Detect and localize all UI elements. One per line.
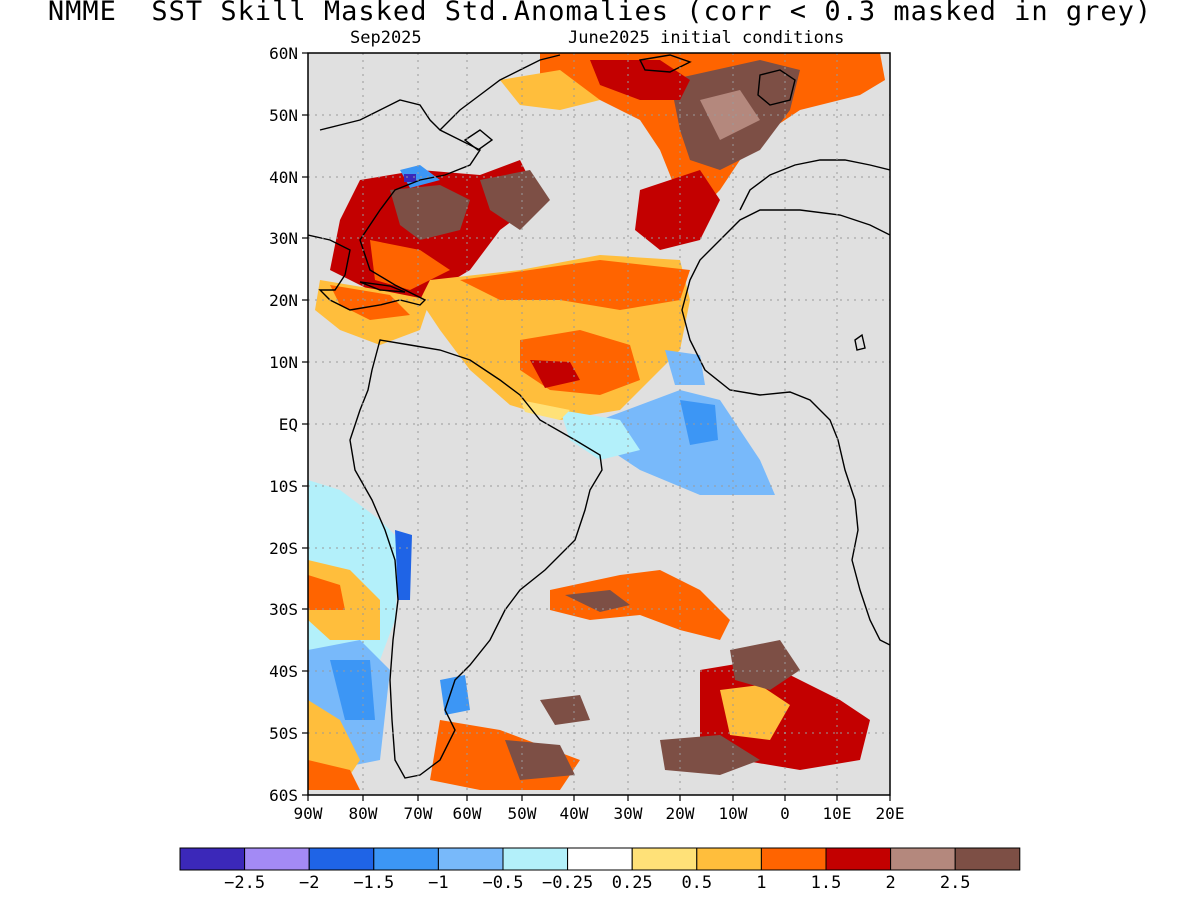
lon-label: 40W	[560, 804, 589, 823]
colorbar-swatch	[954, 847, 1021, 871]
anomaly-region-gulf-stream-orange	[370, 240, 450, 290]
lat-label: 40S	[269, 662, 298, 681]
anomaly-region-guinea-blue	[680, 400, 718, 445]
anomaly-region-pacific-orange	[308, 560, 380, 640]
lat-label: 60N	[269, 44, 298, 63]
colorbar-swatch	[825, 847, 892, 871]
anomaly-region-pacific-south-red	[308, 760, 360, 790]
colorbar-label: −1.5	[353, 873, 394, 893]
latitude-labels: 60N 50N 40N 30N 20N 10N EQ 10S 20S 30S 4…	[269, 44, 298, 805]
anomaly-region-pacific-deep-blue	[330, 660, 375, 720]
anomaly-region-pacific-red	[308, 575, 345, 610]
anomaly-region-tropical-red-core	[530, 360, 580, 388]
anomaly-region-yellow-fringe	[520, 400, 570, 420]
lon-label: 20E	[876, 804, 905, 823]
colorbar-label: −1	[428, 873, 448, 893]
lat-label: 60S	[269, 786, 298, 805]
longitude-labels: 90W 80W 70W 60W 50W 40W 30W 20W 10W 0 10…	[294, 804, 905, 823]
north-america-coastline	[308, 99, 482, 311]
colorbar-label: 2	[885, 873, 895, 893]
lon-label: 80W	[349, 804, 378, 823]
anomaly-region-southeast-brown	[730, 640, 800, 690]
anomaly-region-tropical-darker-orange	[460, 260, 690, 310]
lat-label: 10S	[269, 477, 298, 496]
colorbar-label: −2	[299, 873, 319, 893]
anomaly-region-gulf-stream-brown	[390, 185, 470, 240]
colorbar-swatch	[502, 847, 569, 871]
lon-label: 20W	[666, 804, 695, 823]
anomaly-region-guinea-light-blue	[600, 390, 775, 495]
colorbar-swatch	[179, 847, 246, 871]
lon-label: 0	[780, 804, 790, 823]
lon-label: 30W	[614, 804, 643, 823]
colorbar-label: 1	[756, 873, 766, 893]
colorbar: −2.5 −2 −1.5 −1 −0.5 −0.25 0.25 0.5 1 1.5 2 2.5	[179, 847, 1021, 893]
anomaly-region-mid-south-brown	[660, 735, 760, 775]
anomaly-region-west-africa-blue	[665, 350, 705, 385]
lat-label: 50S	[269, 724, 298, 743]
lon-label: 60W	[453, 804, 482, 823]
anomaly-region-north-atlantic-red	[590, 60, 690, 100]
colorbar-swatch	[437, 847, 504, 871]
lat-label: 20S	[269, 539, 298, 558]
colorbar-label: 0.5	[681, 873, 712, 893]
lon-label: 70W	[404, 804, 433, 823]
anomaly-region-south-brown-patch	[540, 695, 590, 725]
madagascar-outline	[854, 333, 866, 351]
colorbar-swatch	[373, 847, 439, 871]
lat-label: 10N	[269, 353, 298, 372]
colorbar-label: −0.5	[483, 873, 524, 893]
anomaly-region-cape-horn-brown	[505, 740, 575, 780]
anomaly-region-dark-blue	[404, 174, 416, 182]
colorbar-swatch	[760, 847, 827, 871]
lat-label: 50N	[269, 106, 298, 125]
colorbar-label: 1.5	[811, 873, 842, 893]
british-isles-outline	[757, 69, 796, 106]
cuba-outline	[359, 281, 406, 293]
colorbar-label: 0.25	[612, 873, 653, 893]
gridlines	[308, 53, 890, 795]
colorbar-label: −2.5	[224, 873, 265, 893]
lat-label: 20N	[269, 291, 298, 310]
tick-marks	[302, 52, 891, 801]
anomaly-region-south-atlantic-brown	[565, 590, 630, 612]
anomaly-region-southeast-orange	[720, 685, 790, 740]
colorbar-swatch	[567, 847, 633, 871]
anomaly-region-brown-patch	[480, 170, 550, 230]
lat-label: 30N	[269, 229, 298, 248]
colorbar-swatch	[890, 847, 956, 871]
coastlines	[308, 54, 890, 779]
anomaly-region-guinea-cyan	[560, 410, 640, 460]
lat-label: 40N	[269, 168, 298, 187]
forecast-month: Sep2025	[350, 28, 422, 48]
colorbar-swatch	[244, 847, 310, 871]
europe-coastline	[739, 159, 890, 211]
south-america-coastline	[349, 339, 603, 779]
map-title: NMME SST Skill Masked Std.Anomalies (cor…	[47, 0, 1153, 27]
initial-conditions-label: June2025 initial conditions	[568, 28, 845, 48]
anomaly-region-iberia-red	[635, 170, 720, 250]
newfoundland-outline	[463, 129, 494, 151]
colorbar-label: −0.25	[542, 873, 593, 893]
anomaly-region-north-atlantic-yellow	[500, 70, 600, 110]
lat-label: EQ	[279, 415, 298, 434]
colorbar-swatch	[308, 847, 375, 871]
labrador-coastline	[439, 54, 561, 131]
anomaly-region-caribbean-red	[330, 285, 410, 320]
colorbar-swatch	[696, 847, 762, 871]
colorbar-label: 2.5	[940, 873, 971, 893]
lat-label: 30S	[269, 600, 298, 619]
africa-coastline	[681, 209, 890, 646]
anomaly-region-south-atlantic-band	[550, 570, 730, 640]
lon-label: 90W	[294, 804, 323, 823]
anomaly-field	[308, 53, 885, 790]
lon-label: 10W	[719, 804, 748, 823]
lon-label: 10E	[823, 804, 852, 823]
colorbar-swatch	[631, 847, 698, 871]
anomaly-region-falkland-blue	[440, 675, 470, 715]
lon-label: 50W	[508, 804, 537, 823]
